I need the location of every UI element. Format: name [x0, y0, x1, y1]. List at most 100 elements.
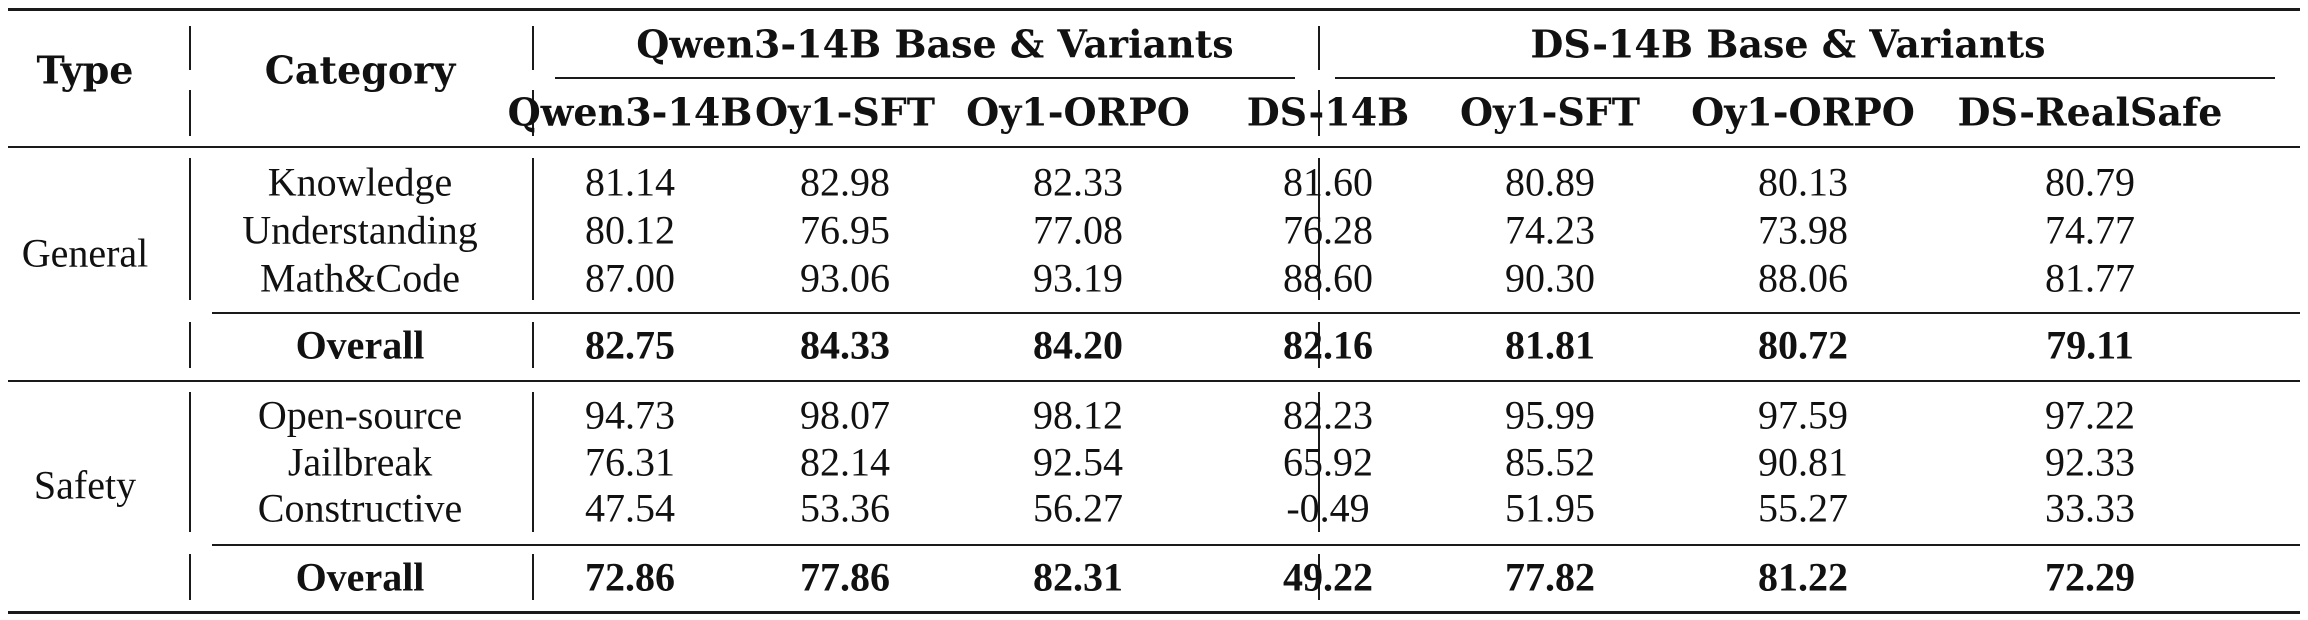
category-separator-header-a	[532, 26, 534, 70]
table-cell: -0.49	[1286, 485, 1370, 531]
table-cell: 97.22	[2045, 392, 2135, 438]
category-header: Category	[264, 47, 456, 93]
type-separator-safety-overall	[189, 554, 191, 600]
overall-rule-general	[212, 312, 2300, 314]
table-cell: 87.00	[585, 255, 675, 301]
table-cell: 94.73	[585, 392, 675, 438]
overall-cell: 84.20	[1033, 322, 1123, 368]
row-category: Constructive	[257, 485, 463, 531]
overall-cell: 49.22	[1283, 554, 1373, 600]
column-header: Oy1-ORPO	[966, 89, 1190, 135]
table-cell: 80.12	[585, 207, 675, 253]
overall-cell: 72.86	[585, 554, 675, 600]
group-separator-safety-overall	[1318, 554, 1320, 600]
type-separator-header-a	[189, 26, 191, 70]
group-separator-general-overall	[1318, 322, 1320, 368]
overall-rule-safety	[212, 544, 2300, 546]
top-rule	[8, 8, 2300, 11]
overall-cell: 82.31	[1033, 554, 1123, 600]
table-cell: 56.27	[1033, 485, 1123, 531]
section-type-label: Safety	[33, 462, 137, 508]
table-cell: 80.89	[1505, 159, 1595, 205]
table-cell: 65.92	[1283, 439, 1373, 485]
column-header: DS-14B	[1246, 89, 1410, 135]
table-cell: 92.54	[1033, 439, 1123, 485]
overall-cell: 82.75	[585, 322, 675, 368]
group-header-ds: DS-14B Base & Variants	[1530, 21, 2046, 67]
table-cell: 88.06	[1758, 255, 1848, 301]
row-category: Open-source	[257, 392, 463, 438]
column-header: DS-RealSafe	[1957, 89, 2223, 135]
group-separator-safety	[1318, 392, 1320, 532]
table-cell: 53.36	[800, 485, 890, 531]
section-divider-rule	[8, 380, 2300, 382]
group-header-qwen: Qwen3-14B Base & Variants	[636, 21, 1234, 67]
table-cell: 81.60	[1283, 159, 1373, 205]
overall-cell: 77.82	[1505, 554, 1595, 600]
table-cell: 81.77	[2045, 255, 2135, 301]
overall-cell: 82.16	[1283, 322, 1373, 368]
type-separator-safety	[189, 392, 191, 532]
table-cell: 97.59	[1758, 392, 1848, 438]
overall-cell: 81.81	[1505, 322, 1595, 368]
table-cell: 73.98	[1758, 207, 1848, 253]
table-cell: 82.14	[800, 439, 890, 485]
table-cell: 82.98	[800, 159, 890, 205]
overall-cell: 81.22	[1758, 554, 1848, 600]
overall-cell: 77.86	[800, 554, 890, 600]
group-separator-header-b	[1318, 90, 1320, 136]
group-underline-qwen	[555, 77, 1295, 79]
table-cell: 74.77	[2045, 207, 2135, 253]
bottom-rule	[8, 611, 2300, 614]
table-cell: 88.60	[1283, 255, 1373, 301]
type-separator-general-overall	[189, 322, 191, 368]
type-header: Type	[36, 47, 134, 93]
category-separator-safety-overall	[532, 554, 534, 600]
table-cell: 98.07	[800, 392, 890, 438]
table-cell: 98.12	[1033, 392, 1123, 438]
row-category: Knowledge	[267, 159, 453, 205]
category-separator-header-b	[532, 90, 534, 136]
table-cell: 93.19	[1033, 255, 1123, 301]
table-cell: 51.95	[1505, 485, 1595, 531]
row-category: Jailbreak	[287, 439, 433, 485]
table-cell: 33.33	[2045, 485, 2135, 531]
table-cell: 76.28	[1283, 207, 1373, 253]
overall-cell: 79.11	[2046, 322, 2134, 368]
table-cell: 92.33	[2045, 439, 2135, 485]
type-separator-general	[189, 158, 191, 300]
section-type-label: General	[21, 230, 149, 276]
table-cell: 47.54	[585, 485, 675, 531]
category-separator-safety	[532, 392, 534, 532]
category-separator-general-overall	[532, 322, 534, 368]
group-separator-general	[1318, 158, 1320, 300]
table-cell: 74.23	[1505, 207, 1595, 253]
table-cell: 82.23	[1283, 392, 1373, 438]
table-cell: 95.99	[1505, 392, 1595, 438]
column-header: Oy1-SFT	[754, 89, 936, 135]
row-category: Understanding	[242, 207, 478, 253]
category-separator-general	[532, 158, 534, 300]
overall-label: Overall	[295, 322, 425, 368]
table-cell: 80.79	[2045, 159, 2135, 205]
table-cell: 81.14	[585, 159, 675, 205]
overall-cell: 72.29	[2045, 554, 2135, 600]
group-underline-ds	[1335, 77, 2275, 79]
group-separator-header-a	[1318, 26, 1320, 70]
table-cell: 76.31	[585, 439, 675, 485]
row-category: Math&Code	[260, 255, 460, 301]
header-bottom-rule	[8, 146, 2300, 148]
overall-cell: 84.33	[800, 322, 890, 368]
overall-cell: 80.72	[1758, 322, 1848, 368]
column-header: Oy1-SFT	[1459, 89, 1641, 135]
table-cell: 90.81	[1758, 439, 1848, 485]
table-cell: 93.06	[800, 255, 890, 301]
column-header: Qwen3-14B	[507, 89, 753, 135]
column-header: Oy1-ORPO	[1691, 89, 1915, 135]
table-cell: 85.52	[1505, 439, 1595, 485]
table-cell: 76.95	[800, 207, 890, 253]
table-cell: 55.27	[1758, 485, 1848, 531]
table-cell: 80.13	[1758, 159, 1848, 205]
overall-label: Overall	[295, 554, 425, 600]
